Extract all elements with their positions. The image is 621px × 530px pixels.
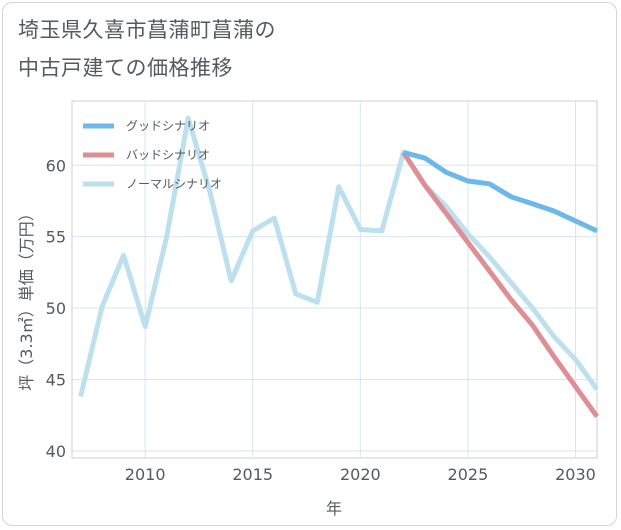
series-line-normal: [78, 115, 600, 398]
series-lines: [78, 115, 600, 419]
grid-lines: [72, 101, 597, 458]
y-tick-label: 50: [46, 299, 66, 318]
y-tick-label: 40: [46, 442, 66, 461]
y-tick-label: 45: [46, 370, 66, 389]
chart-title-line-2: 中古戸建ての価格推移: [18, 56, 233, 80]
x-tick-label: 2020: [340, 465, 381, 484]
x-axis-label: 年: [326, 499, 342, 518]
y-axis-label: 坪（3.3㎡）単価（万円）: [17, 205, 36, 390]
legend-item-good: グッドシナリオ: [83, 119, 210, 133]
legend-label: グッドシナリオ: [126, 119, 210, 133]
x-tick-label: 2015: [232, 465, 273, 484]
y-tick-label: 60: [46, 156, 66, 175]
legend-label: バッドシナリオ: [126, 148, 210, 162]
legend-item-bad: バッドシナリオ: [83, 148, 210, 162]
y-tick-label: 55: [46, 228, 66, 247]
x-tick-label: 2010: [125, 465, 166, 484]
series-line-bad: [401, 151, 600, 419]
chart-card: [2, 2, 617, 526]
legend-item-normal: ノーマルシナリオ: [83, 177, 222, 191]
plot-area-border: [71, 100, 598, 459]
x-tick-label: 2030: [555, 465, 596, 484]
series-line-good: [402, 149, 599, 234]
chart-title-line-1: 埼玉県久喜市菖蒲町菖蒲の: [18, 18, 276, 42]
axis-tick-labels: 2010 2015 2020 2025 2030 40 45 50 55 60: [46, 156, 596, 484]
x-tick-label: 2025: [448, 465, 489, 484]
legend-label: ノーマルシナリオ: [126, 177, 222, 191]
